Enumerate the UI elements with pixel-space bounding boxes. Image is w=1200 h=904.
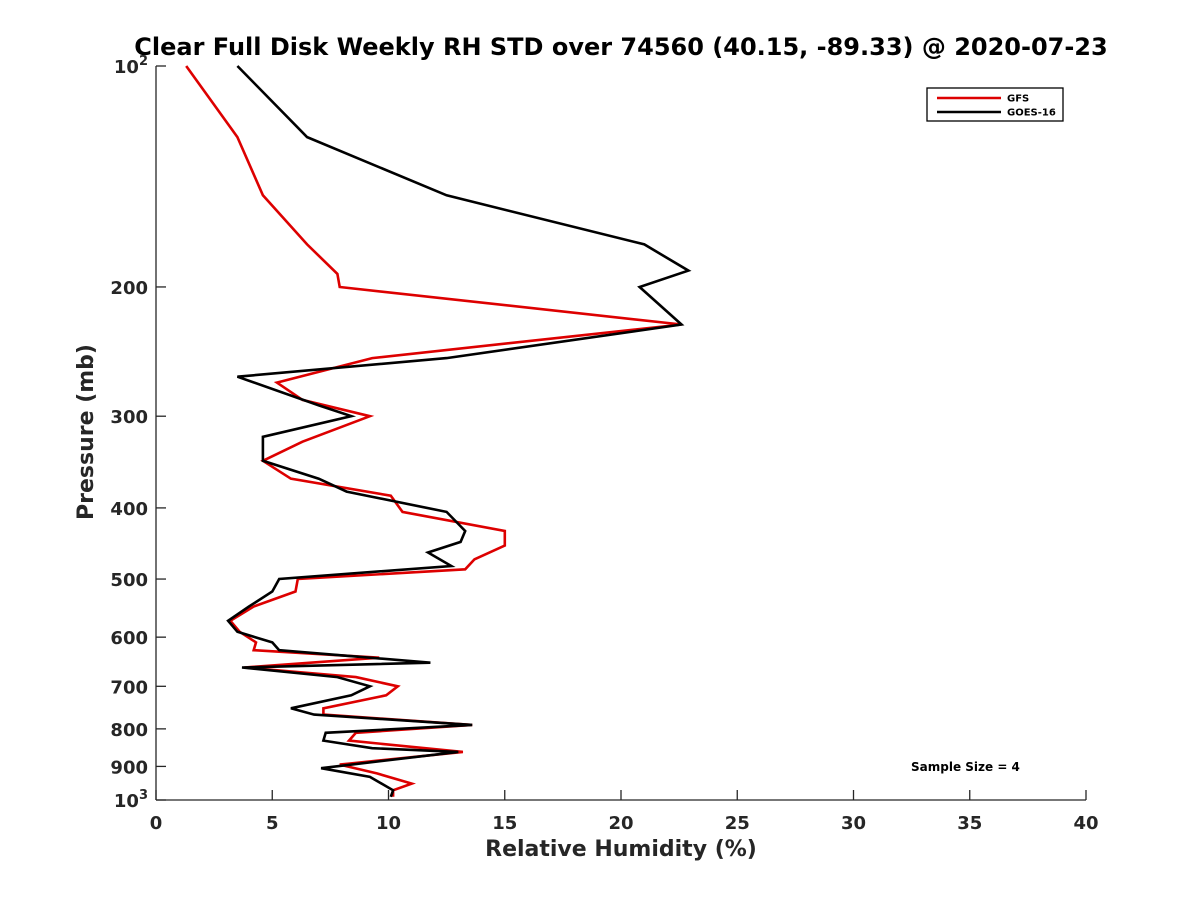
y-tick-label: 500 [110,570,148,591]
series-layer [185,65,692,798]
x-tick-label: 35 [957,813,982,834]
legend-label: GFS [1007,94,1029,105]
x-tick-label: 25 [725,813,750,834]
legend-box [926,87,1064,122]
y-tick-label: 800 [110,720,148,741]
y-tick-label: 700 [110,677,148,698]
y-axis-ticks: 102 200 300 400 500 600 700 800 900 103 [110,54,166,812]
x-axis-ticks: 0 5 10 15 20 25 30 35 40 [150,790,1099,834]
y-tick-label: 300 [110,407,148,428]
y-tick-label: 900 [110,757,148,778]
series-line-goes-16 [226,65,692,798]
legend-label: GOES-16 [1007,108,1056,119]
x-axis-label: Relative Humidity (%) [485,837,757,862]
y-tick-label: 400 [110,499,148,520]
sample-size-annotation: Sample Size = 4 [911,760,1020,774]
x-tick-label: 40 [1073,813,1098,834]
x-tick-label: 5 [266,813,279,834]
series-line-gfs [185,65,682,797]
y-tick-label: 103 [114,788,148,812]
y-axis-label: Pressure (mb) [74,344,99,520]
chart-title: Clear Full Disk Weekly RH STD over 74560… [134,33,1107,61]
y-tick-label: 200 [110,278,148,299]
x-tick-label: 0 [150,813,163,834]
plot-area [155,66,1086,801]
x-tick-label: 30 [841,813,866,834]
x-tick-label: 15 [492,813,517,834]
y-tick-label: 102 [114,54,148,78]
chart-legend: GFS GOES-16 [926,87,1064,122]
x-tick-label: 20 [608,813,633,834]
y-tick-label: 600 [110,628,148,649]
x-tick-label: 10 [376,813,401,834]
